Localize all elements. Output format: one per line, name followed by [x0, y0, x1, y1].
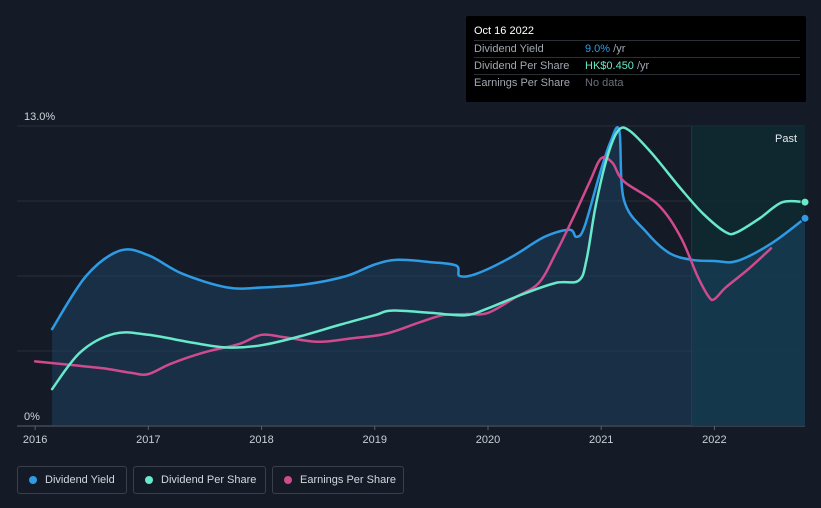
- x-tick-label: 2021: [589, 434, 613, 446]
- x-tick-label: 2016: [23, 434, 47, 446]
- x-tick-label: 2022: [702, 434, 726, 446]
- legend-dot-icon: [29, 476, 37, 484]
- past-forecast-region: [691, 126, 805, 426]
- tooltip-value: HK$0.450 /yr: [585, 60, 650, 72]
- legend-item-dividend-per-share[interactable]: Dividend Per Share: [133, 466, 266, 494]
- tooltip-value: 9.0% /yr: [585, 43, 626, 55]
- y-tick-label: 13.0%: [24, 111, 55, 123]
- x-tick-label: 2019: [363, 434, 387, 446]
- y-tick-label: 0%: [24, 411, 40, 423]
- tooltip-row-dividend-yield: Dividend Yield 9.0% /yr: [474, 40, 800, 58]
- x-tick-label: 2020: [476, 434, 500, 446]
- tooltip-label: Dividend Per Share: [474, 60, 570, 72]
- legend-label: Dividend Per Share: [161, 474, 257, 486]
- dividend-yield-area: [52, 127, 806, 426]
- legend-dot-icon: [145, 476, 153, 484]
- x-tick-label: 2018: [249, 434, 273, 446]
- tooltip-label: Earnings Per Share: [474, 77, 570, 89]
- earnings-per-share-line: [33, 155, 773, 376]
- dividend-per-share-end-point: [800, 197, 810, 207]
- hover-tooltip: Oct 16 2022 Dividend Yield 9.0% /yr Divi…: [466, 16, 806, 102]
- tooltip-date: Oct 16 2022: [474, 25, 534, 37]
- legend-item-dividend-yield[interactable]: Dividend Yield: [17, 466, 127, 494]
- past-region-label: Past: [775, 133, 797, 145]
- legend-label: Dividend Yield: [45, 474, 115, 486]
- dividend-per-share-line: [50, 126, 807, 391]
- legend-dot-icon: [284, 476, 292, 484]
- dividend-yield-end-point: [800, 213, 810, 223]
- legend-label: Earnings Per Share: [300, 474, 396, 486]
- tooltip-row-dividend-per-share: Dividend Per Share HK$0.450 /yr: [474, 57, 800, 75]
- legend-item-earnings-per-share[interactable]: Earnings Per Share: [272, 466, 404, 494]
- x-tick-label: 2017: [136, 434, 160, 446]
- tooltip-row-earnings-per-share: Earnings Per Share No data: [474, 74, 800, 92]
- tooltip-label: Dividend Yield: [474, 43, 544, 55]
- tooltip-value: No data: [585, 77, 624, 89]
- dividend-yield-line: [50, 126, 807, 331]
